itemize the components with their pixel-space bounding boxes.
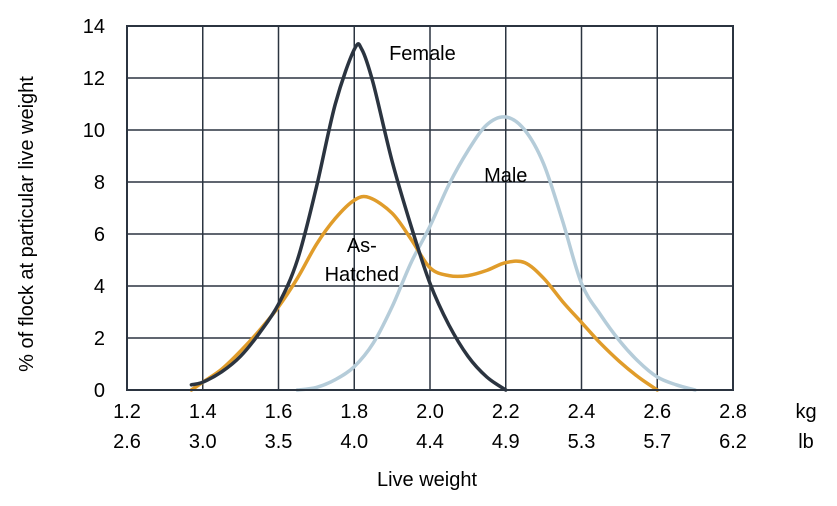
series-annotation: Hatched: [325, 264, 400, 286]
x-tick-label-lb: 3.5: [265, 431, 293, 453]
series-annotation: As-: [347, 235, 377, 257]
series-annotation: Male: [484, 165, 527, 187]
annotation-layer: Female Male As- Hatched: [325, 43, 528, 286]
series-line-female: [189, 42, 508, 392]
x-unit-kg: kg: [795, 401, 816, 423]
x-tick-label-lb: 6.2: [719, 431, 747, 453]
x-tick-label-kg: 2.4: [568, 401, 596, 423]
y-tick-label: 10: [83, 120, 105, 142]
x-unit-lb: lb: [798, 431, 814, 453]
series-annotation: Female: [389, 43, 456, 65]
x-tick-label-lb: 2.6: [113, 431, 141, 453]
y-axis-label: % of flock at particular live weight: [16, 76, 38, 372]
y-tick-label: 12: [83, 68, 105, 90]
y-tick-label: 4: [94, 276, 105, 298]
x-tick-label-kg: 2.2: [492, 401, 520, 423]
x-tick-label-lb: 3.0: [189, 431, 217, 453]
plot-frame: [126, 25, 734, 391]
series-line-male: [295, 115, 697, 392]
x-axis-label: Live weight: [377, 469, 478, 491]
x-tick-label-lb: 5.3: [568, 431, 596, 453]
series-layer: [189, 42, 697, 392]
x-tick-label-kg: 1.4: [189, 401, 217, 423]
y-tick-label: 6: [94, 224, 105, 246]
x-tick-label-lb: 4.4: [416, 431, 444, 453]
x-tick-label-kg: 1.6: [265, 401, 293, 423]
x-tick-label-kg: 2.6: [643, 401, 671, 423]
x-tick-label-kg: 2.0: [416, 401, 444, 423]
x-tick-label-kg: 1.2: [113, 401, 141, 423]
y-tick-label: 8: [94, 172, 105, 194]
x-tick-label-kg: 1.8: [340, 401, 368, 423]
y-tick-label: 2: [94, 328, 105, 350]
x-tick-label-lb: 4.9: [492, 431, 520, 453]
grid: [126, 25, 734, 391]
y-tick-label: 14: [83, 16, 105, 38]
x-tick-label-lb: 4.0: [340, 431, 368, 453]
axis-layer: 1.2 2.6 1.4 3.0 1.6 3.5 1.8 4.0 2.0 4.4 2.2 4.9 2.4 5…: [83, 16, 747, 453]
x-tick-label-lb: 5.7: [643, 431, 671, 453]
frame-layer: [126, 25, 734, 391]
x-tick-label-kg: 2.8: [719, 401, 747, 423]
y-tick-label: 0: [94, 380, 105, 402]
